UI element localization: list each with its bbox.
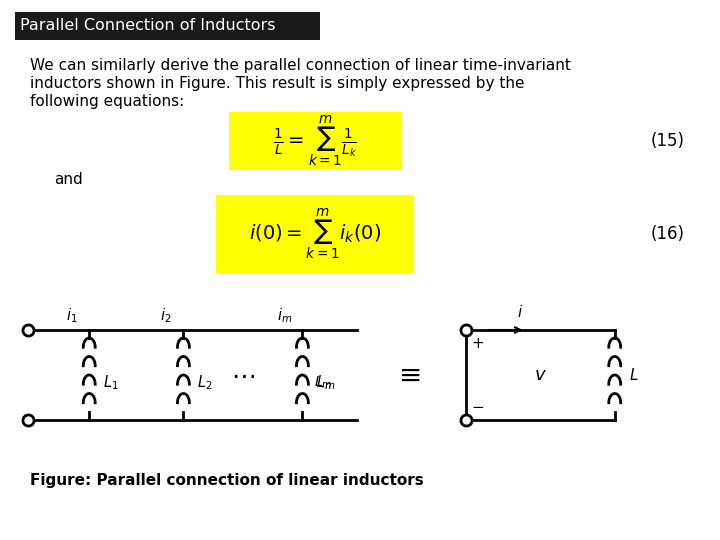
Text: (16): (16) bbox=[650, 225, 684, 243]
Bar bbox=[228, 112, 402, 170]
Text: $\frac{1}{L}=\sum_{k=1}^{m}\frac{1}{L_k}$: $\frac{1}{L}=\sum_{k=1}^{m}\frac{1}{L_k}… bbox=[274, 113, 357, 168]
Text: $i$: $i$ bbox=[518, 304, 523, 320]
Text: $L_1$: $L_1$ bbox=[103, 374, 119, 393]
Text: $i_1$: $i_1$ bbox=[66, 307, 77, 325]
Text: Parallel Connection of Inductors: Parallel Connection of Inductors bbox=[20, 18, 275, 33]
Text: $i_m$: $i_m$ bbox=[277, 307, 292, 325]
Text: Figure: Parallel connection of linear inductors: Figure: Parallel connection of linear in… bbox=[30, 472, 423, 488]
Text: following equations:: following equations: bbox=[30, 94, 184, 109]
Text: (15): (15) bbox=[650, 132, 684, 150]
Text: $i(0)=\sum_{k=1}^{m}i_k(0)$: $i(0)=\sum_{k=1}^{m}i_k(0)$ bbox=[249, 206, 382, 261]
Text: $i_2$: $i_2$ bbox=[160, 307, 171, 325]
Text: $+$: $+$ bbox=[472, 336, 485, 352]
Text: $L_m$: $L_m$ bbox=[316, 374, 336, 393]
Text: $v$: $v$ bbox=[534, 366, 546, 384]
Bar bbox=[15, 12, 320, 40]
Text: $L_m$: $L_m$ bbox=[315, 375, 333, 391]
Text: $L$: $L$ bbox=[629, 367, 638, 383]
Text: $\cdots$: $\cdots$ bbox=[231, 363, 255, 387]
Bar bbox=[216, 195, 415, 273]
Text: $-$: $-$ bbox=[472, 399, 485, 414]
Text: inductors shown in Figure. This result is simply expressed by the: inductors shown in Figure. This result i… bbox=[30, 76, 524, 91]
Text: $\equiv$: $\equiv$ bbox=[392, 361, 420, 389]
Text: We can similarly derive the parallel connection of linear time-invariant: We can similarly derive the parallel con… bbox=[30, 58, 571, 73]
Text: and: and bbox=[55, 172, 84, 187]
Text: $L_2$: $L_2$ bbox=[197, 374, 213, 393]
